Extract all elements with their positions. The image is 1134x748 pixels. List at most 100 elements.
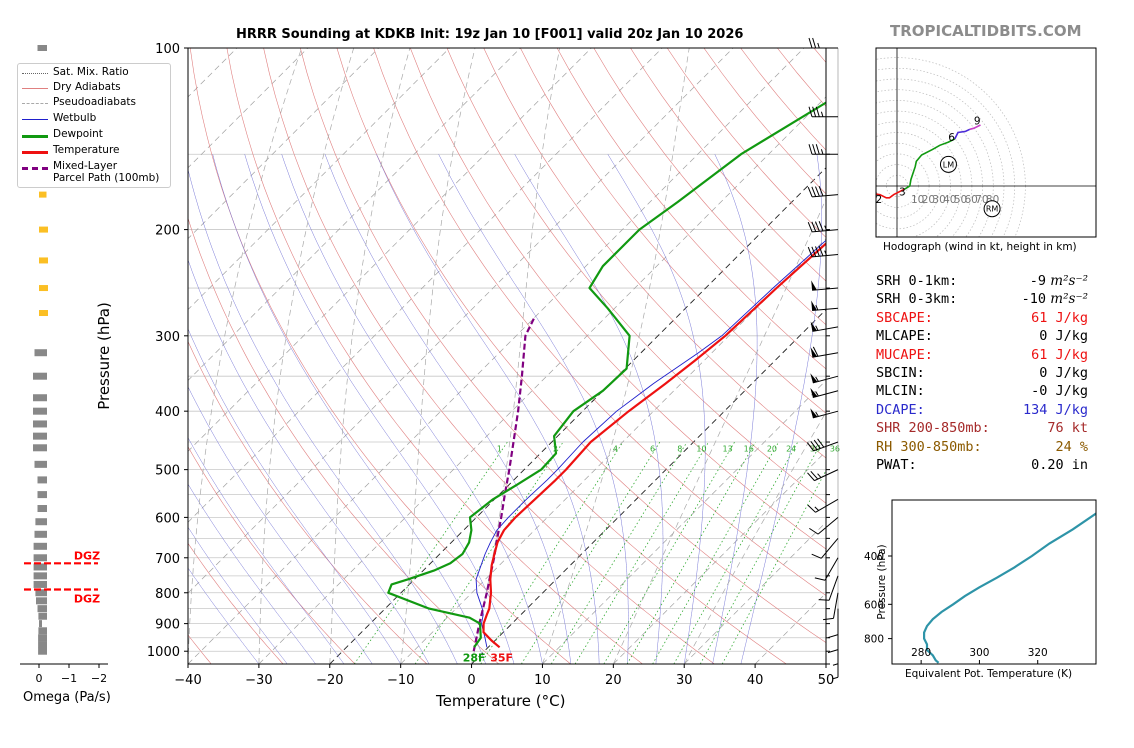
stats-panel: SRH 0-1km: -9 m²s⁻² SRH 0-3km: -10 m²s⁻² SBC… xyxy=(876,272,1088,474)
legend-label: Sat. Mix. Ratio xyxy=(53,66,129,78)
wind-barb xyxy=(811,300,839,311)
omega-bar xyxy=(34,530,47,538)
mixing-ratio-label: 4 xyxy=(613,444,618,453)
isotherm-line xyxy=(683,521,826,664)
omega-tick-label: 0 xyxy=(36,672,43,685)
legend-swatch xyxy=(22,88,48,89)
stat-row: SBCAPE: 61 J/kg xyxy=(876,309,1088,327)
wind-barb xyxy=(806,438,839,452)
y-tick-label: 600 xyxy=(155,511,180,526)
barb-full xyxy=(808,144,813,155)
moist-adiabat xyxy=(188,437,345,664)
barb-full xyxy=(827,634,839,639)
barb-staff xyxy=(812,194,839,198)
temperature-line xyxy=(482,242,826,649)
barb-full xyxy=(807,504,816,513)
mixing-ratio-label: 6 xyxy=(650,444,655,453)
barb-staff xyxy=(815,498,839,513)
barb-full xyxy=(815,106,820,117)
moist-adiabat xyxy=(514,154,664,664)
x-tick-label: 20 xyxy=(605,673,622,688)
stat-value: 134 J/kg xyxy=(1022,401,1088,418)
y-tick-label: 200 xyxy=(155,224,180,239)
hodo-ring-label: 40 xyxy=(943,194,956,206)
moist-adiabat xyxy=(376,154,600,664)
moist-adiabat xyxy=(281,154,543,664)
legend-label: Dewpoint xyxy=(53,128,103,140)
wind-barb xyxy=(807,186,839,198)
hodo-segment xyxy=(954,128,971,140)
legend-swatch xyxy=(22,103,48,104)
stat-label: SRH 0-3km: xyxy=(876,291,958,308)
omega-bar xyxy=(39,620,42,628)
isotherm-line xyxy=(258,96,826,664)
omega-bar xyxy=(37,605,47,613)
thetae-x-tick-label: 300 xyxy=(969,647,989,659)
isotherm-line xyxy=(188,48,450,311)
stat-label: DCAPE: xyxy=(876,401,925,418)
isotherm-line xyxy=(329,167,826,664)
wind-barb xyxy=(810,408,839,419)
stat-value: 61 J/kg xyxy=(1031,309,1088,326)
isotherm-line xyxy=(188,48,592,452)
hodo-ring-label: 50 xyxy=(954,194,967,206)
dewpoint-line xyxy=(387,101,826,648)
y-tick-label: 300 xyxy=(155,330,180,345)
y-tick-label: 900 xyxy=(155,618,180,633)
mixing-ratio-label: 13 xyxy=(723,444,733,453)
thetae-y-label: Pressure (hPa) xyxy=(876,544,888,620)
hodo-segment xyxy=(876,188,905,199)
barb-half xyxy=(832,676,839,680)
x-tick-label: −40 xyxy=(174,673,201,688)
barb-half xyxy=(824,225,828,231)
barb-full xyxy=(827,649,839,654)
wind-barb xyxy=(808,37,838,49)
barb-full xyxy=(806,442,814,452)
barb-staff xyxy=(828,575,839,601)
barb-full xyxy=(811,246,817,257)
x-tick-label: −10 xyxy=(387,673,414,688)
wind-barb xyxy=(808,144,838,155)
legend-item: Mixed-Layer xyxy=(18,160,170,174)
dry-adiabat xyxy=(520,48,826,414)
x-tick-label: 0 xyxy=(467,673,475,688)
stat-row: RH 300-850mb: 24 % xyxy=(876,438,1088,456)
moist-adiabat xyxy=(438,154,629,664)
isotherm-line xyxy=(188,48,805,664)
barb-staff xyxy=(824,557,839,581)
omega-bar xyxy=(33,542,47,550)
stat-row: MUCAPE: 61 J/kg xyxy=(876,346,1088,364)
barb-half xyxy=(820,111,824,117)
barb-full xyxy=(818,245,824,257)
omega-bar xyxy=(34,460,47,468)
legend-swatch xyxy=(22,135,48,138)
omega-bar xyxy=(37,45,47,51)
barb-half xyxy=(815,391,819,397)
pseudoadiabat xyxy=(471,48,561,664)
omega-bar xyxy=(33,394,47,402)
barb-staff xyxy=(832,592,839,619)
omega-axis-label: Omega (Pa/s) xyxy=(23,690,111,705)
y-tick-label: 400 xyxy=(155,405,180,420)
legend-swatch xyxy=(22,73,48,74)
barb-full xyxy=(817,438,825,448)
omega-bar xyxy=(33,563,47,571)
mixing-ratio-line xyxy=(652,441,779,664)
moist-adiabat xyxy=(188,483,316,664)
mixing-ratio-line xyxy=(699,441,822,664)
stat-value: 0 J/kg xyxy=(1039,328,1088,345)
barb-half xyxy=(814,506,819,511)
barb-flag xyxy=(810,387,818,398)
stat-row: SRH 0-3km: -10 m²s⁻² xyxy=(876,290,1088,308)
wind-barb xyxy=(810,321,839,332)
barb-half xyxy=(815,376,819,382)
dry-adiabat xyxy=(410,48,826,550)
barb-full xyxy=(811,221,817,232)
x-tick-label: −30 xyxy=(245,673,272,688)
stat-unit: m²s⁻² xyxy=(1046,273,1088,289)
dry-adiabat xyxy=(188,542,284,664)
dry-adiabat xyxy=(483,48,826,459)
y-tick-label: 800 xyxy=(155,587,180,602)
legend-swatch xyxy=(22,151,48,154)
